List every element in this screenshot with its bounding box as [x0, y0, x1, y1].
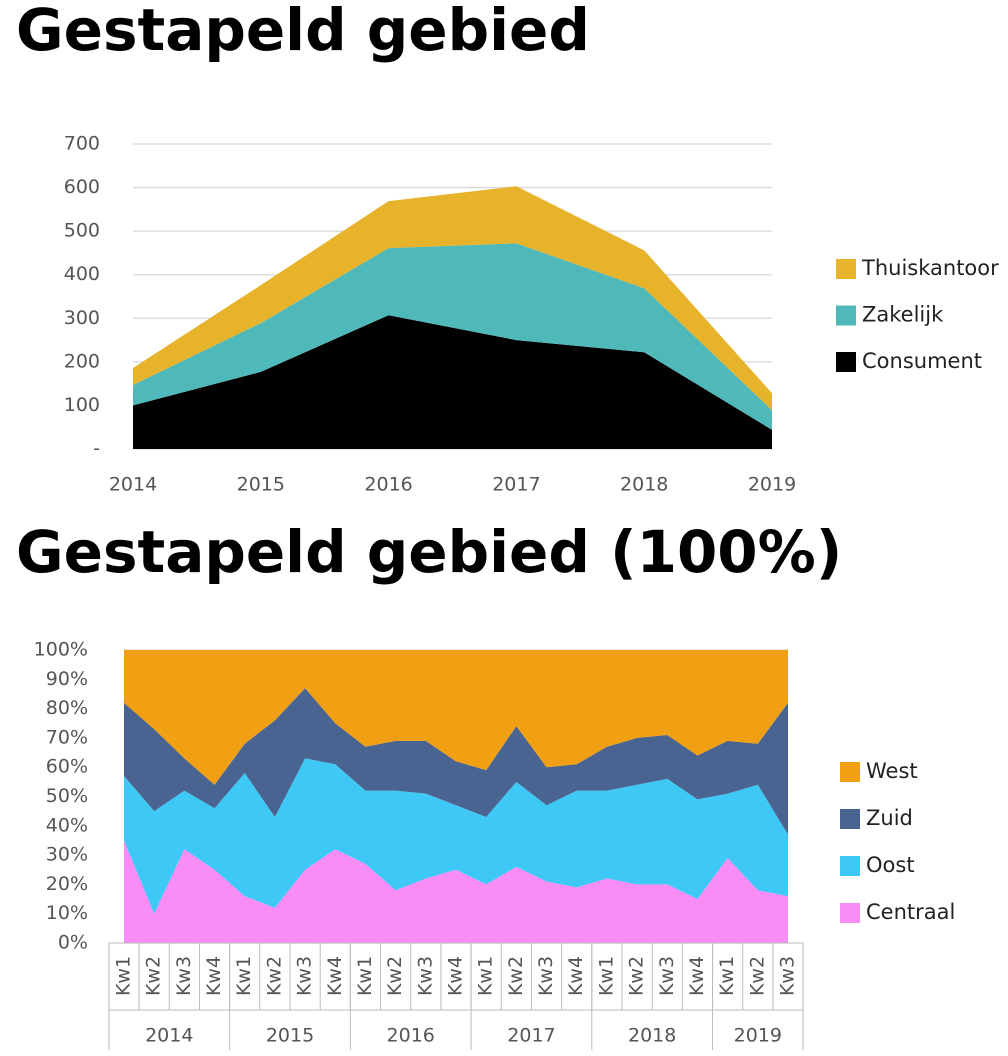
y-tick-label: - — [93, 438, 100, 460]
x-tick-label: Kw2 — [746, 956, 768, 996]
legend-swatch — [836, 352, 856, 372]
x-tick-label: Kw1 — [716, 956, 738, 996]
y-tick-label: 100 — [64, 394, 100, 416]
legend-swatch — [840, 762, 860, 782]
x-tick-label: Kw1 — [595, 956, 617, 996]
legend-label: Zuid — [866, 806, 913, 830]
x-tick-label: Kw3 — [535, 956, 557, 996]
y-tick-label: 400 — [64, 263, 100, 285]
x-group-label: 2015 — [266, 1025, 314, 1047]
x-tick-label: Kw2 — [384, 956, 406, 996]
x-tick-label: Kw3 — [294, 956, 316, 996]
x-tick-label: Kw4 — [686, 956, 708, 996]
y-tick-label: 80% — [46, 697, 88, 719]
y-tick-label: 600 — [64, 176, 100, 198]
x-tick-label: Kw2 — [626, 956, 648, 996]
area — [124, 758, 788, 914]
area — [133, 186, 772, 411]
legend-label: Oost — [866, 853, 915, 877]
x-tick-label: 2019 — [748, 474, 796, 496]
x-tick-label: Kw4 — [203, 956, 225, 996]
x-tick-label: Kw4 — [324, 956, 346, 996]
y-tick-label: 300 — [64, 307, 100, 329]
x-tick-label: Kw2 — [263, 956, 285, 996]
area — [124, 840, 788, 943]
area — [124, 650, 788, 785]
y-tick-label: 40% — [46, 814, 88, 836]
x-tick-label: Kw3 — [173, 956, 195, 996]
x-tick-label: Kw2 — [143, 956, 165, 996]
x-tick-label: Kw4 — [445, 956, 467, 996]
x-tick-label: Kw3 — [777, 956, 799, 996]
x-tick-label: Kw3 — [656, 956, 678, 996]
area — [133, 243, 772, 430]
y-tick-label: 10% — [46, 902, 88, 924]
x-tick-label: Kw4 — [565, 956, 587, 996]
y-tick-label: 70% — [46, 726, 88, 748]
x-tick-label: 2014 — [109, 474, 157, 496]
legend-label: West — [866, 759, 918, 783]
y-tick-label: 60% — [46, 756, 88, 778]
area — [133, 315, 772, 449]
x-group-label: 2018 — [628, 1025, 676, 1047]
y-tick-label: 100% — [34, 639, 88, 661]
legend-swatch — [840, 856, 860, 876]
legend-swatch — [836, 305, 856, 326]
x-group-label: 2019 — [734, 1025, 782, 1047]
x-tick-label: 2018 — [620, 474, 668, 496]
x-tick-label: Kw1 — [233, 956, 255, 996]
x-tick-label: Kw3 — [414, 956, 436, 996]
chart-title: Gestapeld gebied — [16, 0, 590, 64]
legend-swatch — [840, 903, 860, 923]
x-group-label: 2016 — [387, 1025, 435, 1047]
y-tick-label: 20% — [46, 873, 88, 895]
y-tick-label: 30% — [46, 844, 88, 866]
legend-swatch — [836, 259, 856, 279]
x-group-label: 2017 — [507, 1025, 555, 1047]
y-tick-label: 500 — [64, 220, 100, 242]
legend-label: Thuiskantoor — [861, 256, 999, 280]
x-tick-label: Kw1 — [354, 956, 376, 996]
x-tick-label: Kw2 — [505, 956, 527, 996]
x-tick-label: Kw1 — [113, 956, 135, 996]
legend-label: Zakelijk — [862, 303, 944, 327]
y-tick-label: 90% — [46, 668, 88, 690]
x-tick-label: 2015 — [237, 474, 285, 496]
x-tick-label: 2017 — [492, 474, 540, 496]
x-tick-label: Kw1 — [475, 956, 497, 996]
legend-label: Consument — [862, 349, 982, 373]
chart-title: Gestapeld gebied (100%) — [16, 518, 842, 586]
y-tick-label: 700 — [64, 133, 100, 155]
x-group-label: 2014 — [145, 1025, 193, 1047]
legend-label: Centraal — [866, 900, 955, 924]
x-tick-label: 2016 — [364, 474, 412, 496]
y-tick-label: 0% — [58, 932, 88, 954]
y-tick-label: 50% — [46, 785, 88, 807]
legend-swatch — [840, 809, 860, 829]
y-tick-label: 200 — [64, 350, 100, 372]
